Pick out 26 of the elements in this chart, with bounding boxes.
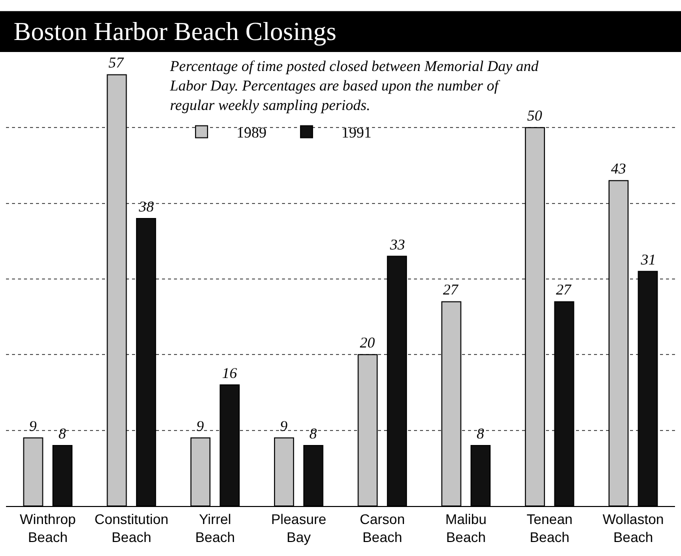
x-tick-label: Tenean Beach <box>526 510 573 545</box>
data-label: 27 <box>556 282 572 299</box>
data-label: 27 <box>443 282 460 299</box>
data-label: 57 <box>108 56 126 72</box>
chart-title: Boston Harbor Beach Closings <box>14 17 336 46</box>
data-label: 8 <box>476 426 485 442</box>
legend-label: 1989 <box>236 126 267 142</box>
legend-label: 1991 <box>342 126 372 142</box>
data-label: 38 <box>138 199 154 216</box>
data-label: 16 <box>222 366 238 382</box>
data-label: 31 <box>640 252 656 268</box>
x-tick-label: Pleasure Bay <box>271 510 327 545</box>
x-tick-label: Winthrop Beach <box>20 510 76 545</box>
x-tick-label: Malibu Beach <box>445 510 487 545</box>
data-label: 9 <box>196 418 204 435</box>
x-tick-label: Yirrel Beach <box>195 510 235 545</box>
data-label: 33 <box>388 237 405 254</box>
data-label: 9 <box>29 418 38 435</box>
data-label: 20 <box>360 336 376 352</box>
data-label: 9 <box>280 418 288 435</box>
data-label: 43 <box>611 162 626 178</box>
data-label: 8 <box>309 426 318 442</box>
x-tick-label: Carson Beach <box>360 510 405 545</box>
x-tick-label: Constitution Beach <box>94 510 168 545</box>
x-tick-label: Wollaston Beach <box>602 510 664 545</box>
data-label: 8 <box>58 426 66 442</box>
